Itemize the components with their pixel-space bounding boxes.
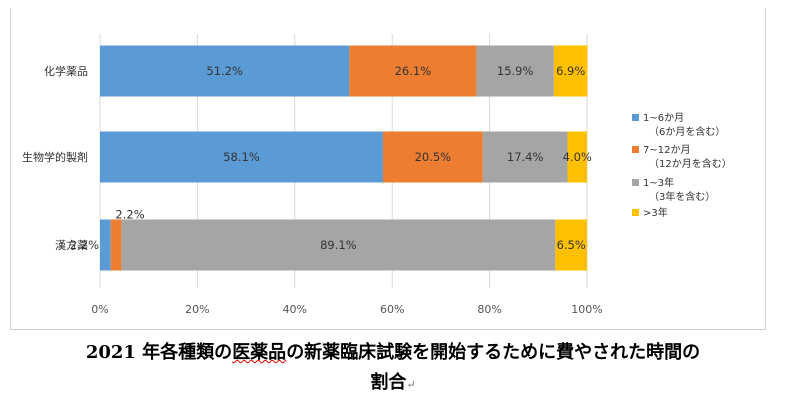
caption-line2: 割合 — [370, 372, 407, 393]
legend-sublabel: （3年を含む） — [649, 190, 715, 203]
category-label: 漢方薬 — [55, 238, 88, 252]
paragraph-mark-icon: ↵ — [406, 378, 416, 391]
legend-label: 1~3年 — [643, 176, 674, 189]
x-tick-label: 40% — [283, 303, 307, 316]
data-label: 15.9% — [497, 64, 534, 78]
x-tick-label: 80% — [477, 303, 501, 316]
x-tick-label: 20% — [185, 303, 209, 316]
caption-line1-prefix: 2021 年各種類の — [85, 342, 233, 363]
chart-frame: 0% 20% 40% 60% 80% 100% 化学薬品 51.2% 26.1% 15.9% 6.9… — [10, 8, 766, 330]
bar-segment — [482, 131, 568, 183]
data-label: 26.1% — [395, 64, 432, 78]
legend-sublabel: （6か月を含む） — [649, 125, 725, 138]
caption-line1-suffix: の新薬臨床試験を開始するために費やされた時間の — [286, 342, 701, 363]
data-label: 4.0% — [563, 150, 592, 164]
data-label: 17.4% — [507, 150, 544, 164]
bar-segment — [349, 45, 477, 97]
data-label: 2.2% — [70, 238, 99, 252]
legend-label: 7~12か月 — [643, 144, 690, 156]
data-label: 58.1% — [223, 150, 260, 164]
bar-segment — [382, 131, 483, 183]
data-label: 89.1% — [320, 238, 357, 252]
stacked-bar-chart: 0% 20% 40% 60% 80% 100% 化学薬品 51.2% 26.1% 15.9% 6.9… — [22, 34, 732, 316]
bar-segment — [567, 131, 587, 183]
chart-caption: 2021 年各種類の医薬品の新薬臨床試験を開始するために費やされた時間の 割合↵ — [0, 338, 786, 400]
legend-swatch — [632, 209, 639, 216]
bar-segment — [553, 45, 588, 97]
bar-segment — [121, 219, 556, 271]
legend-swatch — [632, 114, 639, 121]
category-label: 化学薬品 — [44, 64, 88, 78]
x-tick-label: 0% — [91, 303, 108, 316]
category-label: 生物学的製剤 — [22, 150, 88, 164]
legend-swatch — [632, 146, 639, 153]
data-label: 6.5% — [557, 238, 586, 252]
bar-segment — [100, 131, 383, 183]
data-label: 2.2% — [115, 208, 144, 222]
bar-segment — [100, 45, 350, 97]
bar-segment — [555, 219, 587, 271]
bar-segment — [476, 45, 554, 97]
data-label: 51.2% — [206, 64, 243, 78]
legend-label: 1~6か月 — [643, 112, 684, 124]
x-tick-label: 100% — [571, 303, 602, 316]
bar-segment — [110, 219, 122, 271]
x-tick-label: 60% — [380, 303, 404, 316]
bar-segment — [100, 219, 111, 271]
legend-label: >3年 — [643, 206, 668, 219]
data-label: 20.5% — [415, 150, 452, 164]
legend-swatch — [632, 179, 639, 186]
caption-spellcheck-word: 医薬品 — [232, 342, 287, 363]
legend-sublabel: （12か月を含む） — [649, 157, 732, 170]
data-label: 6.9% — [556, 64, 585, 78]
